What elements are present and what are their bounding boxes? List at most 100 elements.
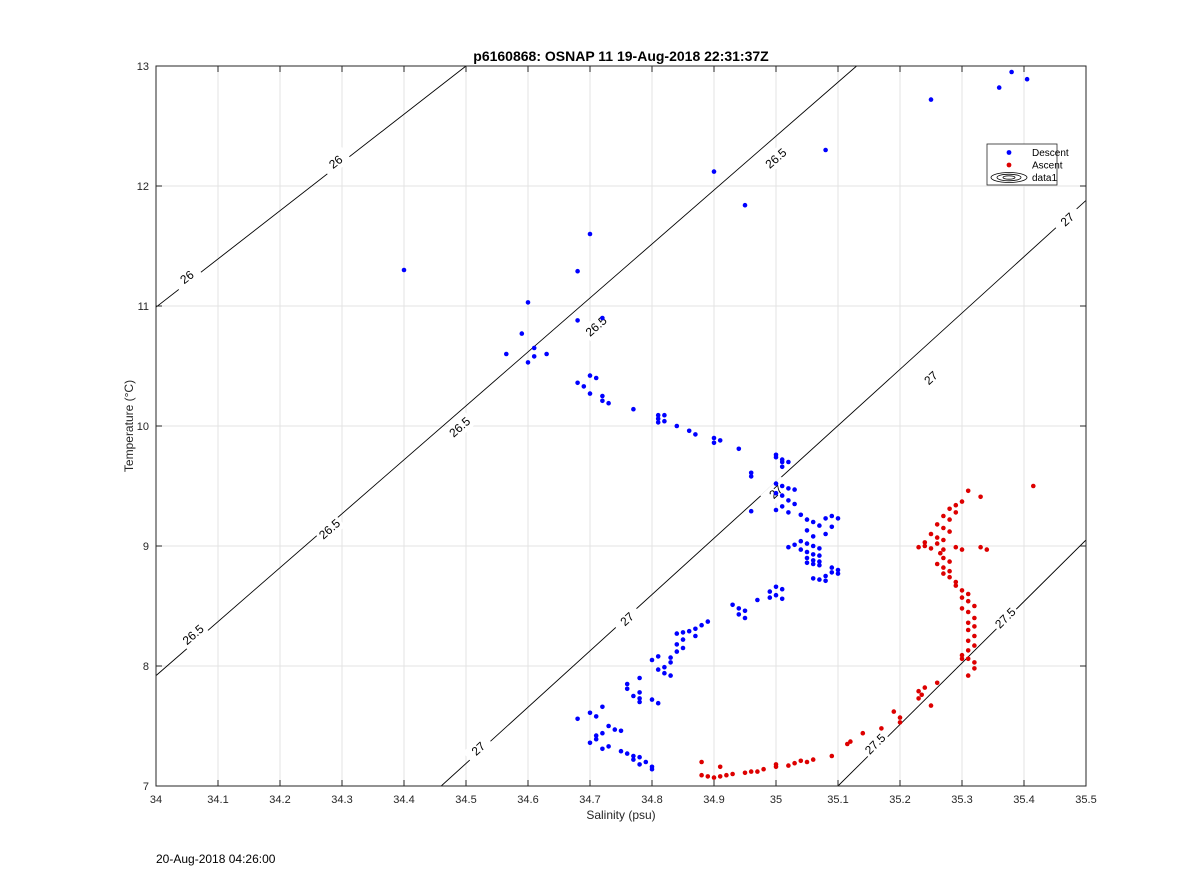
descent-point xyxy=(624,681,630,687)
descent-point xyxy=(637,699,642,705)
descent-point xyxy=(637,762,642,767)
ascent-point xyxy=(922,543,928,549)
legend-descent-marker xyxy=(1006,150,1012,155)
descent-point xyxy=(587,710,593,716)
contour-label-bg xyxy=(760,143,792,174)
x-tick-label: 35.4 xyxy=(1013,794,1034,806)
descent-point xyxy=(817,577,822,582)
descent-point xyxy=(773,454,779,460)
ascent-point xyxy=(959,547,965,552)
descent-point xyxy=(606,400,611,406)
ascent-point xyxy=(953,583,959,588)
descent-point xyxy=(711,169,717,174)
descent-point xyxy=(786,510,791,515)
legend: Descent Ascent data1 xyxy=(986,143,1069,186)
descent-point xyxy=(637,690,642,695)
ascent-point xyxy=(965,656,971,662)
descent-point xyxy=(581,384,587,389)
descent-point xyxy=(618,728,624,734)
contour-label-bg xyxy=(462,733,495,765)
ascent-point xyxy=(965,638,971,644)
y-axis-ticks: 7 8 9 10 11 12 13 xyxy=(137,61,1086,793)
contour-label-bg xyxy=(319,147,352,177)
descent-point xyxy=(786,498,791,503)
descent-point xyxy=(575,380,580,386)
y-tick-label: 7 xyxy=(143,781,149,793)
descent-point xyxy=(829,570,835,575)
ascent-point xyxy=(928,703,934,708)
ascent-point xyxy=(941,537,946,543)
ascent-point xyxy=(798,758,804,764)
descent-point xyxy=(779,493,785,498)
descent-point xyxy=(587,391,593,396)
descent-point xyxy=(810,558,816,563)
ascent-point xyxy=(965,648,971,653)
contour-label-bg xyxy=(859,728,891,760)
descent-point xyxy=(624,751,630,756)
ascent-point xyxy=(947,559,952,564)
descent-point xyxy=(519,331,525,336)
ascent-point xyxy=(953,579,959,585)
x-tick-label: 34 xyxy=(150,794,162,806)
density-contour-labels: 262626.526.526.526.526.5272727272727.527… xyxy=(171,143,1084,765)
data-points xyxy=(401,69,1036,780)
ascent-point xyxy=(972,660,977,665)
ascent-point xyxy=(978,494,983,500)
descent-point xyxy=(835,567,841,573)
ascent-point xyxy=(705,774,711,779)
ascent-point xyxy=(953,544,959,550)
descent-point xyxy=(600,393,605,399)
ascent-point xyxy=(916,696,921,701)
descent-point xyxy=(668,660,673,665)
x-tick-label: 34.8 xyxy=(641,794,662,806)
y-tick-label: 8 xyxy=(143,661,149,673)
x-tick-label: 35.2 xyxy=(889,794,910,806)
descent-point xyxy=(606,723,611,729)
ascent-point xyxy=(897,720,903,725)
descent-point xyxy=(823,516,828,521)
descent-point xyxy=(637,754,642,760)
ascent-point xyxy=(717,774,723,779)
descent-point xyxy=(575,268,580,274)
descent-point xyxy=(748,508,754,514)
descent-point xyxy=(798,547,804,552)
descent-point xyxy=(835,571,841,576)
descent-point xyxy=(575,716,580,722)
ascent-point xyxy=(947,517,952,522)
descent-point xyxy=(593,714,599,719)
descent-point xyxy=(686,428,692,434)
ascent-point xyxy=(919,692,924,698)
descent-point xyxy=(705,619,711,624)
descent-point xyxy=(587,231,593,237)
descent-point xyxy=(798,512,804,518)
descent-point xyxy=(637,675,642,681)
ascent-point xyxy=(965,488,971,494)
descent-point xyxy=(804,517,810,522)
descent-point xyxy=(674,642,680,647)
descent-point xyxy=(631,406,636,412)
descent-point xyxy=(587,373,593,378)
descent-point xyxy=(711,440,717,446)
descent-point xyxy=(798,538,804,544)
descent-point xyxy=(401,267,407,273)
chart-title: p6160868: OSNAP 11 19-Aug-2018 22:31:37Z xyxy=(473,48,769,64)
descent-point xyxy=(531,345,537,351)
x-tick-label: 34.5 xyxy=(455,794,476,806)
descent-point xyxy=(755,597,760,603)
ascent-point xyxy=(928,531,934,537)
descent-point xyxy=(649,657,655,663)
descent-point xyxy=(655,420,661,425)
y-tick-label: 10 xyxy=(137,421,149,433)
descent-point xyxy=(612,727,618,732)
descent-point xyxy=(817,559,822,564)
descent-point xyxy=(786,544,791,550)
ascent-point xyxy=(916,688,921,694)
descent-point xyxy=(600,730,605,736)
descent-point xyxy=(668,655,673,660)
descent-point xyxy=(928,97,934,102)
descent-point xyxy=(600,315,605,321)
ascent-point xyxy=(916,544,921,550)
descent-point xyxy=(817,523,822,528)
legend-descent-label: Descent xyxy=(1032,148,1069,159)
descent-point xyxy=(823,573,828,579)
